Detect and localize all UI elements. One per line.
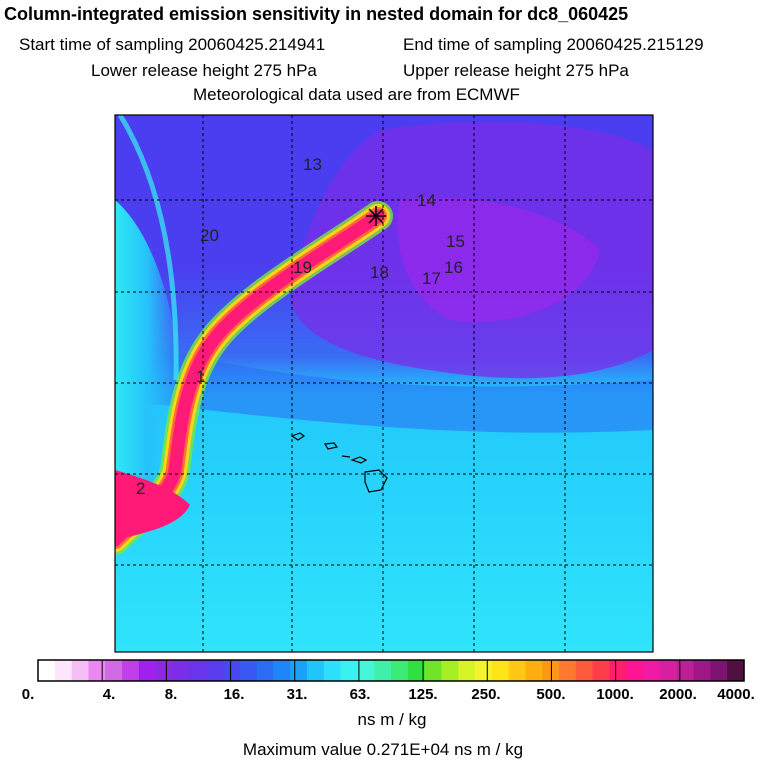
trajectory-label: 15 (446, 232, 465, 251)
colorbar-swatch (458, 660, 476, 681)
colorbar-swatch (508, 660, 527, 681)
colorbar-swatch (189, 660, 207, 681)
colorbar-swatch (138, 660, 157, 681)
end-time: End time of sampling 20060425.215129 (403, 35, 704, 54)
colorbar-tick-label: 125. (408, 686, 438, 703)
colorbar-tick-label: 250. (471, 686, 501, 703)
colorbar-swatch (374, 660, 392, 681)
colorbar-units: ns m / kg (357, 710, 427, 729)
colorbar-frame (37, 659, 745, 682)
colorbar-swatch (475, 660, 493, 681)
colorbar-swatch (290, 660, 308, 681)
plot-title: Column-integrated emission sensitivity i… (4, 4, 629, 24)
trajectory-label: 1 (196, 367, 205, 386)
colorbar-swatch (54, 660, 73, 681)
colorbar-swatch (122, 660, 140, 681)
colorbar (38, 660, 745, 681)
colorbar-swatch (424, 660, 443, 681)
colorbar-swatch (256, 660, 274, 681)
colorbar-tick-label: 8. (164, 686, 178, 703)
upper-release-height: Upper release height 275 hPa (403, 61, 629, 80)
colorbar-tick-label: 16. (223, 686, 245, 703)
maximum-value: Maximum value 0.271E+04 ns m / kg (242, 740, 524, 759)
colorbar-swatch (693, 660, 711, 681)
trajectory-label: 20 (200, 226, 219, 245)
colorbar-swatch (206, 660, 224, 681)
colorbar-swatch (88, 660, 106, 681)
met-data-source: Meteorological data used are from ECMWF (193, 85, 520, 104)
colorbar-swatch (222, 660, 241, 681)
colorbar-swatch (340, 660, 358, 681)
trajectory-label: 13 (303, 155, 322, 174)
colorbar-swatch (559, 660, 577, 681)
trajectory-label: 14 (417, 191, 436, 210)
start-time: Start time of sampling 20060425.214941 (19, 35, 326, 54)
colorbar-swatch (239, 660, 258, 681)
colorbar-swatch (609, 660, 627, 681)
colorbar-swatch (491, 660, 510, 681)
colorbar-swatch (727, 660, 745, 681)
purple-core (397, 197, 600, 322)
colorbar-swatch (659, 660, 678, 681)
colorbar-swatch (525, 660, 543, 681)
colorbar-tick-label: 0. (21, 686, 35, 703)
colorbar-swatch (155, 660, 174, 681)
colorbar-swatch (323, 660, 342, 681)
colorbar-tick-label: 2000. (659, 686, 697, 703)
colorbar-swatch (676, 660, 695, 681)
colorbar-swatch (172, 660, 190, 681)
trajectory-label: 16 (444, 258, 463, 277)
trajectory-label: 17 (422, 269, 441, 288)
colorbar-tick-label: 63. (349, 686, 371, 703)
colorbar-swatch (592, 660, 611, 681)
colorbar-swatch (306, 660, 325, 681)
colorbar-swatch (441, 660, 459, 681)
colorbar-swatch (710, 660, 728, 681)
colorbar-swatch (391, 660, 409, 681)
colorbar-swatch (643, 660, 661, 681)
trajectory-label: 19 (293, 258, 312, 277)
hawaii-islands (290, 432, 388, 493)
colorbar-swatch (575, 660, 594, 681)
lower-release-height: Lower release height 275 hPa (91, 61, 317, 80)
blue-band (115, 340, 653, 433)
colorbar-swatch (626, 660, 644, 681)
trajectory-label: 2 (136, 479, 145, 498)
release-point-marker (366, 206, 386, 226)
colorbar-swatch (407, 660, 426, 681)
colorbar-tick-label: 4. (102, 686, 116, 703)
colorbar-tick-label: 1000. (596, 686, 634, 703)
plume-sw-lobe (115, 470, 190, 540)
colorbar-swatch (273, 660, 291, 681)
colorbar-swatch (357, 660, 375, 681)
colorbar-swatch (38, 660, 56, 681)
colorbar-tick-label: 31. (286, 686, 308, 703)
colorbar-swatch (105, 660, 123, 681)
west-arc (115, 200, 181, 490)
colorbar-tick-label: 500. (536, 686, 566, 703)
colorbar-swatch (71, 660, 90, 681)
west-arc-edge (117, 115, 179, 381)
colorbar-tick-label: 4000. (717, 686, 755, 703)
map-frame (114, 114, 654, 653)
trajectory-label: 18 (370, 263, 389, 282)
